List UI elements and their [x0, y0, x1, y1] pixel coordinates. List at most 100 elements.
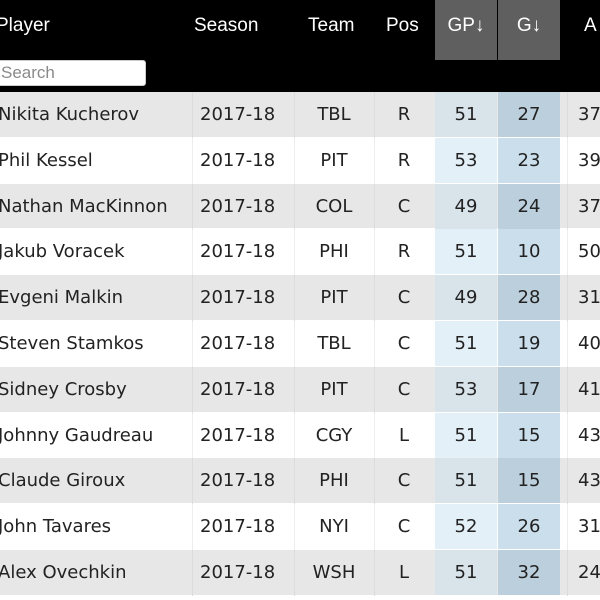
column-divider	[374, 275, 375, 322]
cell-team: PIT	[320, 149, 348, 171]
column-divider	[294, 229, 295, 276]
cell-player: Sidney Crosby	[0, 378, 127, 400]
header-g-sorted[interactable]: G↓	[498, 0, 560, 60]
column-divider	[294, 183, 295, 230]
cell-team: PIT	[320, 287, 348, 309]
cell-a: 40	[578, 332, 600, 354]
header-a[interactable]: A	[584, 15, 597, 36]
header-player[interactable]: Player	[0, 15, 50, 36]
table-row[interactable]: Phil Kessel 2017-18 PIT R 53 23 39	[0, 137, 600, 184]
cell-gp: 52	[435, 504, 497, 550]
table-row[interactable]: John Tavares 2017-18 NYI C 52 26 31	[0, 504, 600, 551]
cell-pos: L	[398, 424, 410, 446]
cell-season: 2017-18	[200, 378, 276, 400]
table-row[interactable]: Sidney Crosby 2017-18 PIT C 53 17 41	[0, 366, 600, 413]
cell-g: 15	[498, 412, 560, 458]
cell-a: 31	[578, 516, 600, 538]
column-divider	[567, 229, 568, 276]
cell-team: PHI	[319, 241, 349, 263]
cell-g: 32	[498, 549, 560, 595]
cell-team: TBL	[317, 332, 351, 354]
column-divider	[192, 183, 193, 230]
cell-season: 2017-18	[200, 516, 276, 538]
column-divider	[192, 229, 193, 276]
cell-a: 31	[578, 287, 600, 309]
table-row[interactable]: Alex Ovechkin 2017-18 WSH L 51 32 24	[0, 549, 600, 596]
column-divider	[192, 458, 193, 505]
table-row[interactable]: Jakub Voracek 2017-18 PHI R 51 10 50	[0, 229, 600, 276]
cell-player: Johnny Gaudreau	[0, 424, 154, 446]
cell-player: Claude Giroux	[0, 470, 126, 492]
cell-team: WSH	[312, 561, 356, 583]
column-divider	[192, 412, 193, 459]
cell-a: 37	[578, 195, 600, 217]
header-gp-sorted[interactable]: GP↓	[435, 0, 497, 60]
cell-team: NYI	[319, 516, 349, 538]
cell-g: 10	[498, 229, 560, 275]
table-row[interactable]: Claude Giroux 2017-18 PHI C 51 15 43	[0, 458, 600, 505]
cell-season: 2017-18	[200, 195, 276, 217]
table-header: Player Season Team Pos GP↓ G↓ A	[0, 0, 600, 92]
header-team[interactable]: Team	[308, 15, 355, 36]
column-divider	[567, 366, 568, 413]
cell-a: 24	[578, 561, 600, 583]
table-row[interactable]: Steven Stamkos 2017-18 TBL C 51 19 40	[0, 320, 600, 367]
cell-gp: 51	[435, 549, 497, 595]
column-divider	[374, 366, 375, 413]
cell-team: COL	[315, 195, 353, 217]
cell-g: 27	[498, 92, 560, 137]
cell-team: CGY	[315, 424, 353, 446]
column-divider	[294, 549, 295, 596]
cell-pos: R	[397, 241, 411, 263]
table-row[interactable]: Johnny Gaudreau 2017-18 CGY L 51 15 43	[0, 412, 600, 459]
column-divider	[294, 504, 295, 551]
cell-pos: C	[397, 287, 411, 309]
column-divider	[374, 320, 375, 367]
cell-season: 2017-18	[200, 287, 276, 309]
column-divider	[294, 458, 295, 505]
cell-player: Evgeni Malkin	[0, 287, 124, 309]
cell-season: 2017-18	[200, 149, 276, 171]
cell-season: 2017-18	[200, 561, 276, 583]
column-divider	[192, 275, 193, 322]
column-divider	[192, 366, 193, 413]
cell-pos: C	[397, 195, 411, 217]
column-divider	[192, 504, 193, 551]
cell-gp: 51	[435, 92, 497, 137]
column-divider	[192, 549, 193, 596]
cell-a: 37	[578, 104, 600, 125]
column-divider	[294, 366, 295, 413]
cell-pos: C	[397, 378, 411, 400]
column-divider	[374, 137, 375, 184]
column-divider	[567, 183, 568, 230]
cell-gp: 51	[435, 320, 497, 366]
cell-player: Nathan MacKinnon	[0, 195, 168, 217]
cell-season: 2017-18	[200, 424, 276, 446]
column-divider	[374, 504, 375, 551]
table-row[interactable]: Evgeni Malkin 2017-18 PIT C 49 28 31	[0, 275, 600, 322]
cell-g: 24	[498, 183, 560, 229]
table-row[interactable]: Nikita Kucherov 2017-18 TBL R 51 27 37	[0, 92, 600, 138]
cell-player: Jakub Voracek	[0, 241, 125, 263]
cell-g: 23	[498, 137, 560, 183]
column-divider	[567, 412, 568, 459]
cell-season: 2017-18	[200, 470, 276, 492]
table-row[interactable]: Nathan MacKinnon 2017-18 COL C 49 24 37	[0, 183, 600, 230]
search-input[interactable]	[0, 60, 146, 86]
cell-season: 2017-18	[200, 332, 276, 354]
cell-gp: 49	[435, 183, 497, 229]
column-divider	[192, 320, 193, 367]
cell-player: Phil Kessel	[0, 149, 93, 171]
column-divider	[567, 458, 568, 505]
column-divider	[294, 137, 295, 184]
cell-g: 19	[498, 320, 560, 366]
column-divider	[374, 549, 375, 596]
header-pos[interactable]: Pos	[386, 15, 419, 36]
column-divider	[567, 549, 568, 596]
header-season[interactable]: Season	[194, 15, 259, 36]
column-divider	[567, 137, 568, 184]
cell-a: 43	[578, 424, 600, 446]
cell-pos: C	[397, 470, 411, 492]
cell-pos: R	[397, 149, 411, 171]
